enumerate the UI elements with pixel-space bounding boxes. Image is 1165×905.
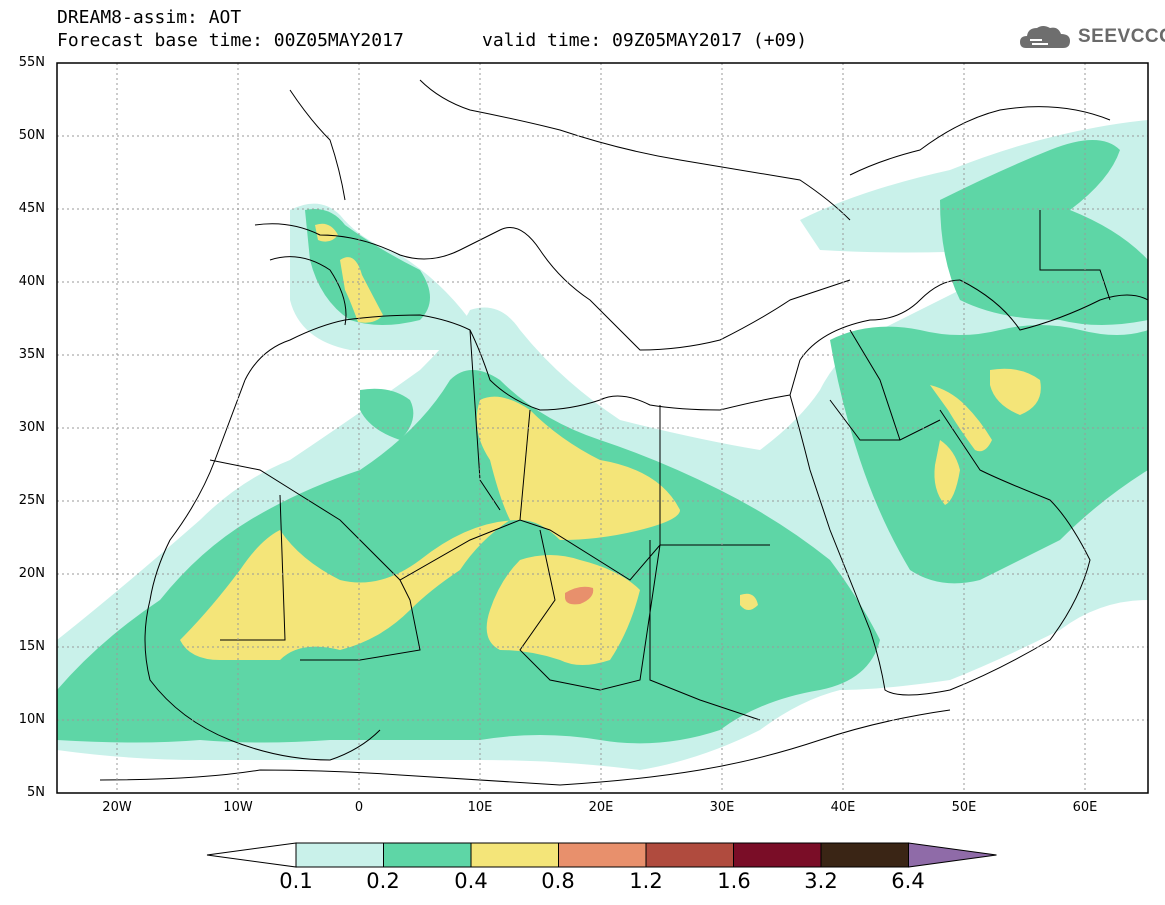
lon-label: 20E — [588, 800, 614, 815]
lon-label: 50E — [951, 800, 977, 815]
lat-label: 45N — [18, 201, 45, 216]
colorbar-label: 1.2 — [629, 869, 663, 893]
lon-label: 60E — [1072, 800, 1098, 815]
lat-label: 55N — [18, 55, 45, 70]
colorbar-swatch — [820, 842, 909, 868]
lat-label: 5N — [27, 785, 45, 800]
valid-time: valid time: 09Z05MAY2017 (+09) — [482, 30, 808, 51]
lat-label: 15N — [18, 639, 45, 654]
colorbar-label: 0.1 — [279, 869, 313, 893]
logo-text: SEEVCCC — [1078, 26, 1165, 47]
colorbar-label: 0.4 — [454, 869, 488, 893]
aot-fields — [57, 120, 1148, 770]
colorbar-label: 0.8 — [541, 869, 575, 893]
lat-label: 10N — [18, 712, 45, 727]
colorbar-swatch — [470, 842, 559, 868]
lon-label: 40E — [830, 800, 856, 815]
colorbar-label: 3.2 — [804, 869, 838, 893]
lon-label: 0 — [354, 800, 364, 815]
graticule — [57, 63, 1148, 793]
lon-label: 30E — [709, 800, 735, 815]
lat-label: 20N — [18, 566, 45, 581]
lat-label: 40N — [18, 274, 45, 289]
colorbar-label: 6.4 — [891, 869, 925, 893]
colorbar-swatch — [383, 842, 472, 868]
aot-contour-0.8 — [565, 586, 594, 605]
aot-contour-0.4 — [180, 396, 680, 660]
lon-label: 10E — [467, 800, 493, 815]
cloud-icon — [1020, 26, 1070, 48]
seevccc-logo: SEEVCCC — [1018, 22, 1165, 56]
lat-label: 35N — [18, 347, 45, 362]
colorbar-arrow-right — [908, 842, 997, 868]
colorbar-swatch — [733, 842, 822, 868]
colorbar — [206, 842, 997, 868]
colorbar-swatch — [558, 842, 647, 868]
colorbar-swatch — [295, 842, 384, 868]
lon-label: 20W — [102, 800, 132, 815]
colorbar-label: 1.6 — [717, 869, 751, 893]
colorbar-swatch — [645, 842, 734, 868]
lat-label: 50N — [18, 128, 45, 143]
lat-label: 25N — [18, 493, 45, 508]
base-time: Forecast base time: 00Z05MAY2017 — [57, 30, 404, 51]
lon-label: 10W — [223, 800, 253, 815]
map-frame — [56, 62, 1149, 794]
colorbar-label: 0.2 — [366, 869, 400, 893]
colorbar-arrow-left — [206, 842, 297, 868]
lat-label: 30N — [18, 420, 45, 435]
title: DREAM8-assim: AOT — [57, 7, 242, 28]
